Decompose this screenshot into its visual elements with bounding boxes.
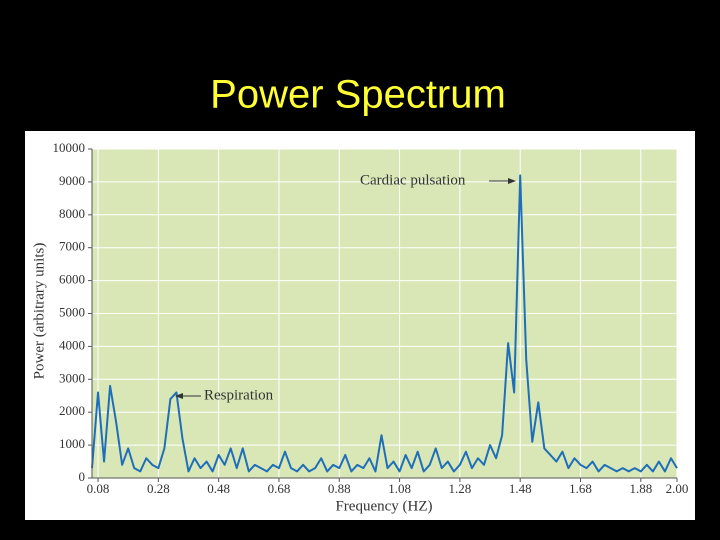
grid: [92, 148, 678, 479]
y-tick-label: 5000: [59, 304, 85, 319]
x-tick-label: 0.48: [207, 481, 230, 496]
annotation-arrowhead: [175, 393, 183, 399]
y-tick-label: 4000: [59, 337, 85, 352]
y-tick-label: 3000: [59, 370, 85, 385]
labels: 0 1000 2000 3000 4000 5000 6000 7000 8000 9000 100…: [53, 140, 689, 496]
x-tick-label: 0.68: [268, 481, 291, 496]
spectrum-line: [91, 174, 678, 473]
x-axis-title: Frequency (HZ): [335, 498, 432, 514]
y-tick-label: 0: [79, 469, 86, 484]
x-tick-label: 1.48: [509, 481, 532, 496]
x-tick-label: 1.88: [629, 481, 652, 496]
x-tick-label: 0.88: [328, 481, 351, 496]
x-tick-label: 1.28: [449, 481, 472, 496]
y-tick-label: 10000: [53, 140, 86, 155]
marks: [91, 174, 678, 473]
x-tick-label: 0.08: [87, 481, 110, 496]
annotation: Respiration: [204, 387, 274, 403]
annotation-arrowhead: [508, 178, 516, 184]
y-tick-label: 9000: [59, 173, 85, 188]
x-tick-label: 0.28: [147, 481, 170, 496]
y-tick-label: 7000: [59, 239, 85, 254]
y-tick-label: 2000: [59, 403, 85, 418]
x-tick-label: 1.08: [388, 481, 411, 496]
y-tick-label: 8000: [59, 206, 85, 221]
y-tick-label: 6000: [59, 272, 85, 287]
x-tick-label: 2.00: [666, 481, 689, 496]
y-axis-title: Power (arbitrary units): [31, 243, 47, 380]
annotation: Cardiac pulsation: [360, 172, 466, 188]
slide-title: Power Spectrum: [210, 73, 506, 117]
y-tick-label: 1000: [59, 436, 85, 451]
x-tick-label: 1.68: [569, 481, 592, 496]
